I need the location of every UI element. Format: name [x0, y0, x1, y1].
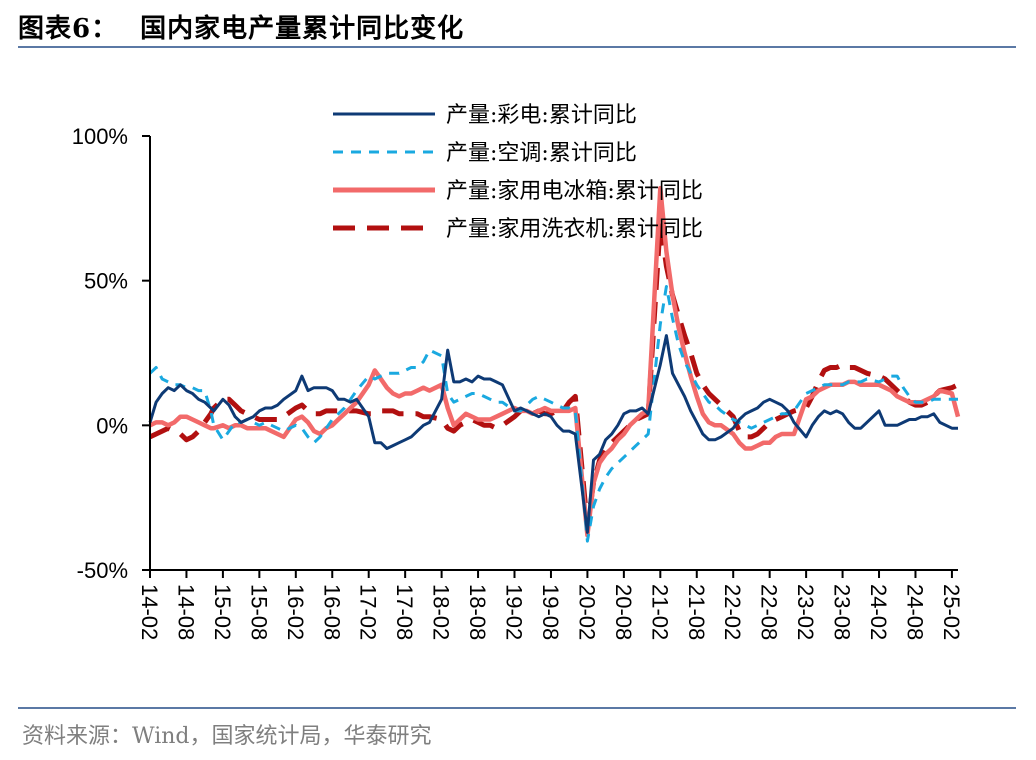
plot-lines: [148, 185, 961, 543]
x-tick-label: 14-08: [173, 584, 198, 640]
series-line-1: [148, 334, 958, 534]
x-tick-label: 16-08: [319, 584, 344, 640]
figure-title: 图表6： 国内家电产量累计同比变化: [18, 8, 464, 45]
x-tick-label: 17-08: [392, 584, 417, 640]
legend: 产量:彩电:累计同比产量:空调:累计同比产量:家用电冰箱:累计同比产量:家用洗衣…: [333, 103, 703, 242]
x-tick-label: 23-02: [793, 584, 818, 640]
x-tick-label: 20-08: [611, 584, 636, 640]
figure-number: 图表6：: [18, 14, 119, 44]
x-tick-label: 22-02: [720, 584, 745, 640]
line-chart: -50% 0% 50% 100% 14-02 14-08 15-02 15-08 16-02 16…: [72, 103, 964, 640]
footer-divider: [18, 707, 1016, 709]
legend-label-1: 产量:彩电:累计同比: [446, 103, 637, 128]
x-tick-label: 21-02: [647, 584, 672, 640]
x-tick-label: 18-02: [429, 584, 454, 640]
y-tick-label: -50%: [77, 558, 128, 583]
x-tick-label: 19-08: [538, 584, 563, 640]
title-divider: [18, 46, 1016, 48]
x-tick-label: 15-02: [210, 584, 235, 640]
x-tick-label: 15-08: [246, 584, 271, 640]
series-line-2: [148, 285, 958, 543]
x-tick-label: 25-02: [939, 584, 964, 640]
y-tick-label: 0%: [96, 413, 128, 438]
x-tick-label: 23-08: [830, 584, 855, 640]
series-line-3: [149, 185, 961, 538]
series-line-4: [148, 220, 960, 530]
x-tick-label: 16-02: [283, 584, 308, 640]
legend-label-4: 产量:家用洗衣机:累计同比: [446, 217, 703, 242]
x-tick-label: 21-08: [684, 584, 709, 640]
x-tick-label: 20-02: [574, 584, 599, 640]
figure-title-text: 国内家电产量累计同比变化: [140, 14, 465, 44]
source-note: 资料来源：Wind，国家统计局，华泰研究: [22, 724, 432, 749]
y-tick-label: 50%: [84, 269, 128, 294]
axes: -50% 0% 50% 100% 14-02 14-08 15-02 15-08 16-02 16…: [72, 124, 964, 640]
legend-label-3: 产量:家用电冰箱:累计同比: [446, 179, 703, 204]
legend-label-2: 产量:空调:累计同比: [446, 141, 637, 166]
x-tick-label: 24-08: [902, 584, 927, 640]
x-tick-label: 22-08: [757, 584, 782, 640]
x-tick-label: 19-02: [502, 584, 527, 640]
y-tick-label: 100%: [72, 124, 128, 149]
x-tick-label: 24-02: [866, 584, 891, 640]
x-tick-label: 17-02: [356, 584, 381, 640]
x-tick-label: 18-08: [465, 584, 490, 640]
x-tick-label: 14-02: [137, 584, 162, 640]
